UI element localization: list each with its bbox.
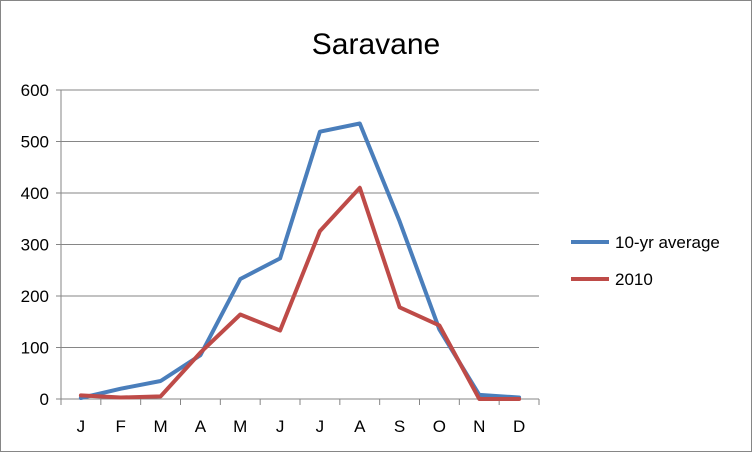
x-tick-label: A [354, 417, 366, 436]
x-tick-label: O [433, 417, 446, 436]
x-tick-label: J [77, 417, 86, 436]
series-lines [78, 121, 522, 401]
y-tick-label: 0 [40, 390, 49, 409]
axes [56, 89, 540, 405]
y-axis-ticks: 0 100 200 300 400 500 600 [21, 81, 49, 409]
x-tick-label: J [316, 417, 325, 436]
y-tick-label: 500 [21, 133, 49, 152]
y-tick-label: 400 [21, 184, 49, 203]
x-tick-label: D [513, 417, 525, 436]
y-tick-label: 200 [21, 287, 49, 306]
x-tick-label: J [276, 417, 285, 436]
x-tick-label: S [394, 417, 405, 436]
x-tick-label: F [116, 417, 126, 436]
legend-label: 2010 [615, 270, 653, 289]
legend-label: 10-yr average [615, 233, 720, 252]
y-tick-label: 300 [21, 236, 49, 255]
x-tick-label: A [195, 417, 207, 436]
gridlines [61, 89, 539, 348]
series-line-2 [78, 185, 522, 401]
x-tick-label: M [233, 417, 247, 436]
y-tick-label: 100 [21, 339, 49, 358]
x-tick-label: M [153, 417, 167, 436]
x-tick-label: N [473, 417, 485, 436]
y-tick-label: 600 [21, 81, 49, 100]
series-line-1 [78, 121, 522, 400]
legend: 10-yr average 2010 [571, 233, 720, 289]
chart-title: Saravane [312, 28, 440, 61]
